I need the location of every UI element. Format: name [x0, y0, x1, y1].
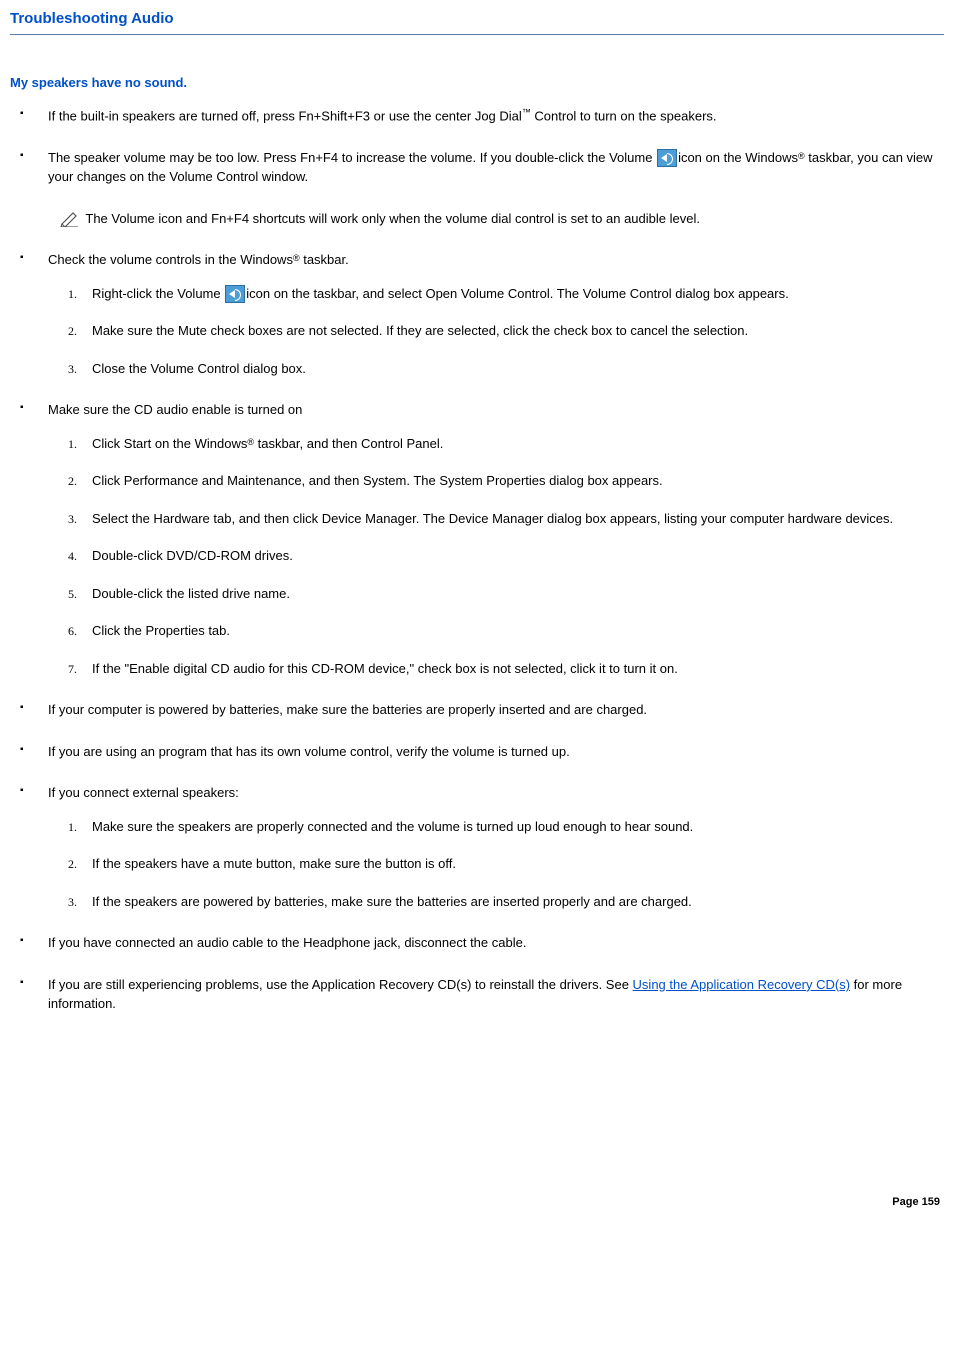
pencil-icon	[60, 211, 80, 227]
list-item: Check the volume controls in the Windows…	[20, 250, 944, 378]
body-text: If the built-in speakers are turned off,…	[48, 108, 522, 123]
body-text: If you are still experiencing problems, …	[48, 977, 633, 992]
body-text: taskbar, and then Control Panel.	[254, 436, 443, 451]
list-item: If the speakers are powered by batteries…	[68, 892, 944, 912]
page-title: Troubleshooting Audio	[10, 8, 944, 35]
list-item: Make sure the speakers are properly conn…	[68, 817, 944, 837]
list-item: If the speakers have a mute button, make…	[68, 854, 944, 874]
body-text: The speaker volume may be too low. Press…	[48, 150, 656, 165]
list-item: Double-click the listed drive name.	[68, 584, 944, 604]
body-text: Click Start on the Windows	[92, 436, 247, 451]
list-item: Make sure the Mute check boxes are not s…	[68, 321, 944, 341]
volume-icon	[225, 285, 245, 303]
list-item: If the "Enable digital CD audio for this…	[68, 659, 944, 679]
body-text: icon on the Windows	[678, 150, 798, 165]
substeps: Right-click the Volume icon on the taskb…	[48, 284, 944, 379]
registered-symbol: ®	[293, 253, 300, 263]
registered-symbol: ®	[798, 151, 805, 161]
list-item: Make sure the CD audio enable is turned …	[20, 400, 944, 678]
note-block: The Volume icon and Fn+F4 shortcuts will…	[60, 209, 944, 229]
registered-symbol: ®	[247, 437, 254, 447]
list-item: The speaker volume may be too low. Press…	[20, 148, 944, 229]
list-item: If you are using an program that has its…	[20, 742, 944, 762]
section-subheading: My speakers have no sound.	[10, 73, 944, 93]
substeps: Click Start on the Windows® taskbar, and…	[48, 434, 944, 679]
body-text: If you connect external speakers:	[48, 785, 239, 800]
body-text: Check the volume controls in the Windows	[48, 252, 293, 267]
list-item: If you are still experiencing problems, …	[20, 975, 944, 1014]
body-text: icon on the taskbar, and select Open Vol…	[246, 286, 788, 301]
trademark-symbol: ™	[522, 107, 531, 117]
body-text: Right-click the Volume	[92, 286, 224, 301]
troubleshoot-list: If the built-in speakers are turned off,…	[10, 106, 944, 1014]
list-item: Close the Volume Control dialog box.	[68, 359, 944, 379]
volume-icon	[657, 149, 677, 167]
body-text: Make sure the CD audio enable is turned …	[48, 402, 302, 417]
list-item: Click Performance and Maintenance, and t…	[68, 471, 944, 491]
list-item: If you have connected an audio cable to …	[20, 933, 944, 953]
list-item: Right-click the Volume icon on the taskb…	[68, 284, 944, 304]
substeps: Make sure the speakers are properly conn…	[48, 817, 944, 912]
note-text: The Volume icon and Fn+F4 shortcuts will…	[85, 211, 700, 226]
recovery-cd-link[interactable]: Using the Application Recovery CD(s)	[633, 977, 850, 992]
body-text: taskbar.	[300, 252, 349, 267]
list-item: Select the Hardware tab, and then click …	[68, 509, 944, 529]
body-text: Control to turn on the speakers.	[531, 108, 717, 123]
list-item: If you connect external speakers: Make s…	[20, 783, 944, 911]
page-number: Page 159	[10, 1194, 944, 1211]
list-item: Click the Properties tab.	[68, 621, 944, 641]
list-item: If your computer is powered by batteries…	[20, 700, 944, 720]
list-item: Double-click DVD/CD-ROM drives.	[68, 546, 944, 566]
list-item: Click Start on the Windows® taskbar, and…	[68, 434, 944, 454]
list-item: If the built-in speakers are turned off,…	[20, 106, 944, 126]
